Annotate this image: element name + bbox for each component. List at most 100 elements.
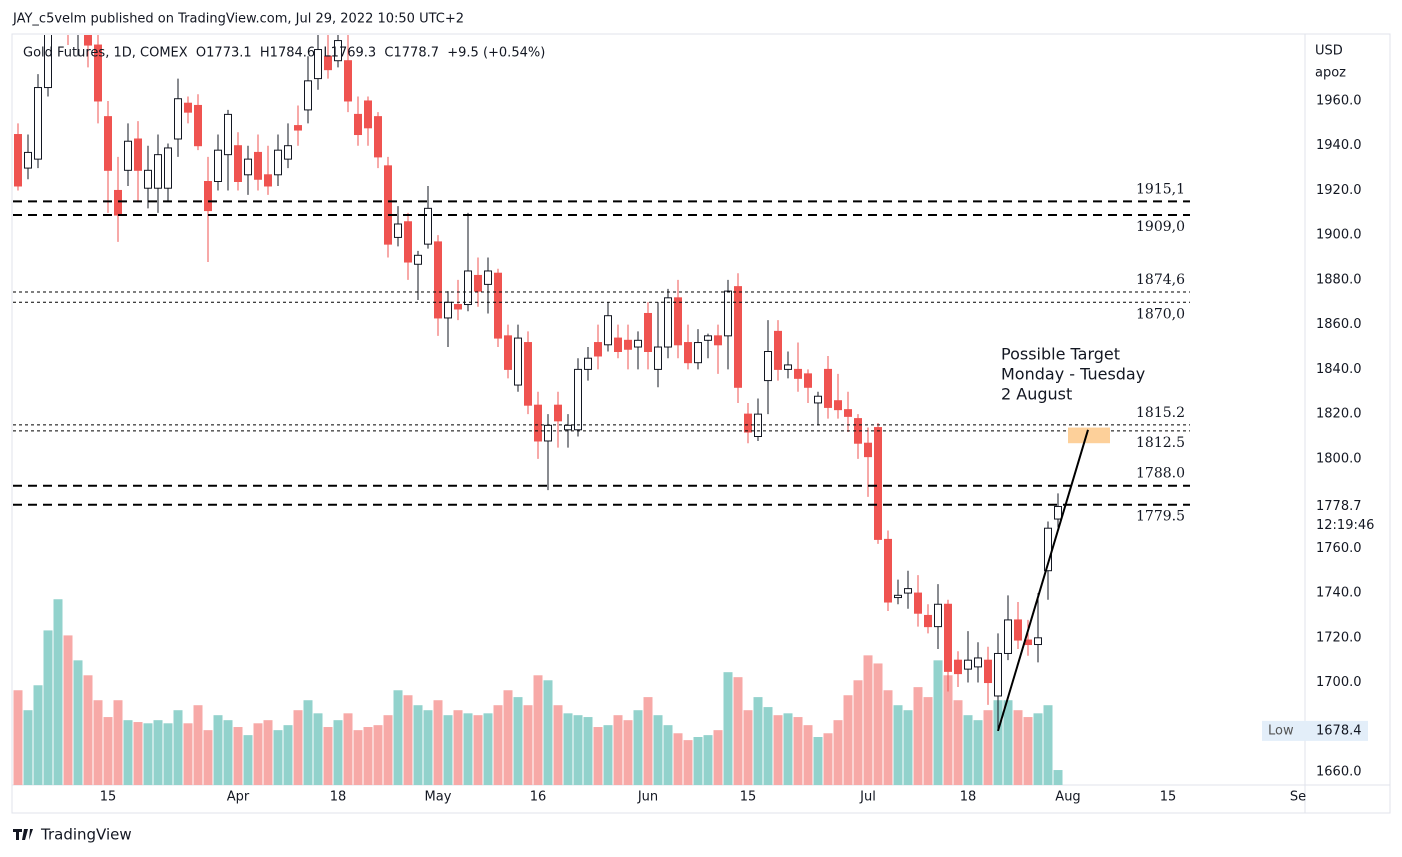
- volume-bar: [1013, 710, 1023, 785]
- candle-body: [604, 315, 612, 346]
- volume-bar: [803, 725, 813, 785]
- candle-body: [804, 373, 812, 388]
- candle-body: [194, 104, 202, 147]
- candle-body: [654, 346, 662, 370]
- volume-bar: [623, 720, 633, 785]
- volume-bar: [293, 710, 303, 785]
- y-tick-label: 1720.0: [1316, 630, 1362, 645]
- x-tick-label: 16: [530, 790, 547, 805]
- candle-body: [304, 80, 312, 111]
- candle-body: [524, 342, 532, 406]
- candle-body: [824, 368, 832, 408]
- level-label: 1915,1: [1136, 181, 1185, 197]
- candle-body: [994, 652, 1002, 697]
- plot: [13, 35, 1063, 785]
- level-label: 1788.0: [1136, 466, 1185, 482]
- volume-bar: [713, 730, 723, 785]
- legend: Gold Futures, 1D, COMEX O1773.1 H1784.6 …: [23, 46, 545, 61]
- level-label: 1870,0: [1136, 306, 1185, 322]
- volume-bar: [453, 710, 463, 785]
- candle-body: [614, 337, 622, 353]
- volume-bar: [893, 705, 903, 785]
- volume-bar: [863, 655, 873, 785]
- y-tick-label: 1860.0: [1316, 317, 1362, 332]
- candle-body: [184, 102, 192, 113]
- candle-body: [114, 189, 122, 216]
- x-tick-label: Se: [1290, 790, 1306, 805]
- candle-body: [334, 40, 342, 62]
- volume-bar: [843, 695, 853, 785]
- candle-body: [894, 594, 902, 599]
- x-tick-label: Jun: [637, 790, 658, 805]
- volume-bar: [93, 700, 103, 785]
- volume-bar: [473, 715, 483, 785]
- candle-body: [734, 286, 742, 388]
- level-label: 1779.5: [1136, 509, 1185, 525]
- volume-bar: [403, 695, 413, 785]
- volume-bar: [63, 635, 73, 785]
- candle-body: [274, 149, 282, 176]
- volume-bar: [423, 710, 433, 785]
- candle-body: [454, 304, 462, 310]
- volume-bar: [683, 740, 693, 785]
- candle-body: [434, 241, 442, 319]
- candle-body: [314, 49, 322, 80]
- y-tick-label: 1940.0: [1316, 138, 1362, 153]
- candle-body: [24, 151, 32, 169]
- logo: TradingView: [13, 826, 132, 844]
- candle-body: [1054, 506, 1062, 520]
- volume-bar: [963, 715, 973, 785]
- x-tick-label: 18: [330, 790, 347, 805]
- volume-bar: [983, 710, 993, 785]
- volume-bar: [163, 723, 173, 785]
- last-price: 1778.7: [1316, 499, 1362, 514]
- volume-bar: [973, 720, 983, 785]
- candle-body: [464, 270, 472, 306]
- volume-bar: [313, 713, 323, 785]
- candle-body: [664, 297, 672, 348]
- annotation: Possible Target: [1001, 345, 1120, 364]
- candle-body: [364, 100, 372, 129]
- volume-bar: [883, 690, 893, 785]
- volume-bar: [943, 675, 953, 785]
- candle-body: [714, 335, 722, 346]
- y-tick-label: 1740.0: [1316, 586, 1362, 601]
- volume-bar: [263, 720, 273, 785]
- volume-bar: [913, 687, 923, 785]
- volume-bar: [773, 715, 783, 785]
- volume-bar: [203, 730, 213, 785]
- volume-bar: [953, 700, 963, 785]
- candle-body: [574, 368, 582, 431]
- candle-body: [954, 659, 962, 675]
- x-tick-label: 15: [100, 790, 117, 805]
- target-zone: [1068, 427, 1110, 444]
- volume-bar: [243, 735, 253, 785]
- volume-bar: [173, 710, 183, 785]
- overlay: 1915,1 1909,0 1874,6 1870,0 1815.2 1812.5 1788…: [13, 181, 1190, 732]
- y-tick-label: 1760.0: [1316, 541, 1362, 556]
- candle-body: [344, 60, 352, 102]
- level-label: 1874,6: [1136, 272, 1185, 288]
- candle-body: [324, 55, 332, 71]
- y-tick-label: 1700.0: [1316, 675, 1362, 690]
- volume-bar: [583, 717, 593, 785]
- level-label: 1812.5: [1136, 435, 1185, 451]
- candle-body: [214, 149, 222, 182]
- volume-bar: [723, 672, 733, 785]
- y-tick-label: 1660.0: [1316, 765, 1362, 780]
- x-tick-label: 18: [960, 790, 977, 805]
- candle-body: [104, 116, 112, 171]
- candle-body: [724, 290, 732, 337]
- volume-bar: [613, 715, 623, 785]
- volume-bar: [993, 700, 1003, 785]
- volume-bar: [753, 697, 763, 785]
- candle-body: [744, 413, 752, 433]
- volume-bar: [743, 710, 753, 785]
- candle-body: [984, 659, 992, 684]
- volume-bar: [443, 715, 453, 785]
- currency: USD: [1315, 44, 1343, 59]
- candle-body: [584, 357, 592, 370]
- x-tick-label: May: [425, 790, 452, 805]
- y-tick-label: 1820.0: [1316, 407, 1362, 422]
